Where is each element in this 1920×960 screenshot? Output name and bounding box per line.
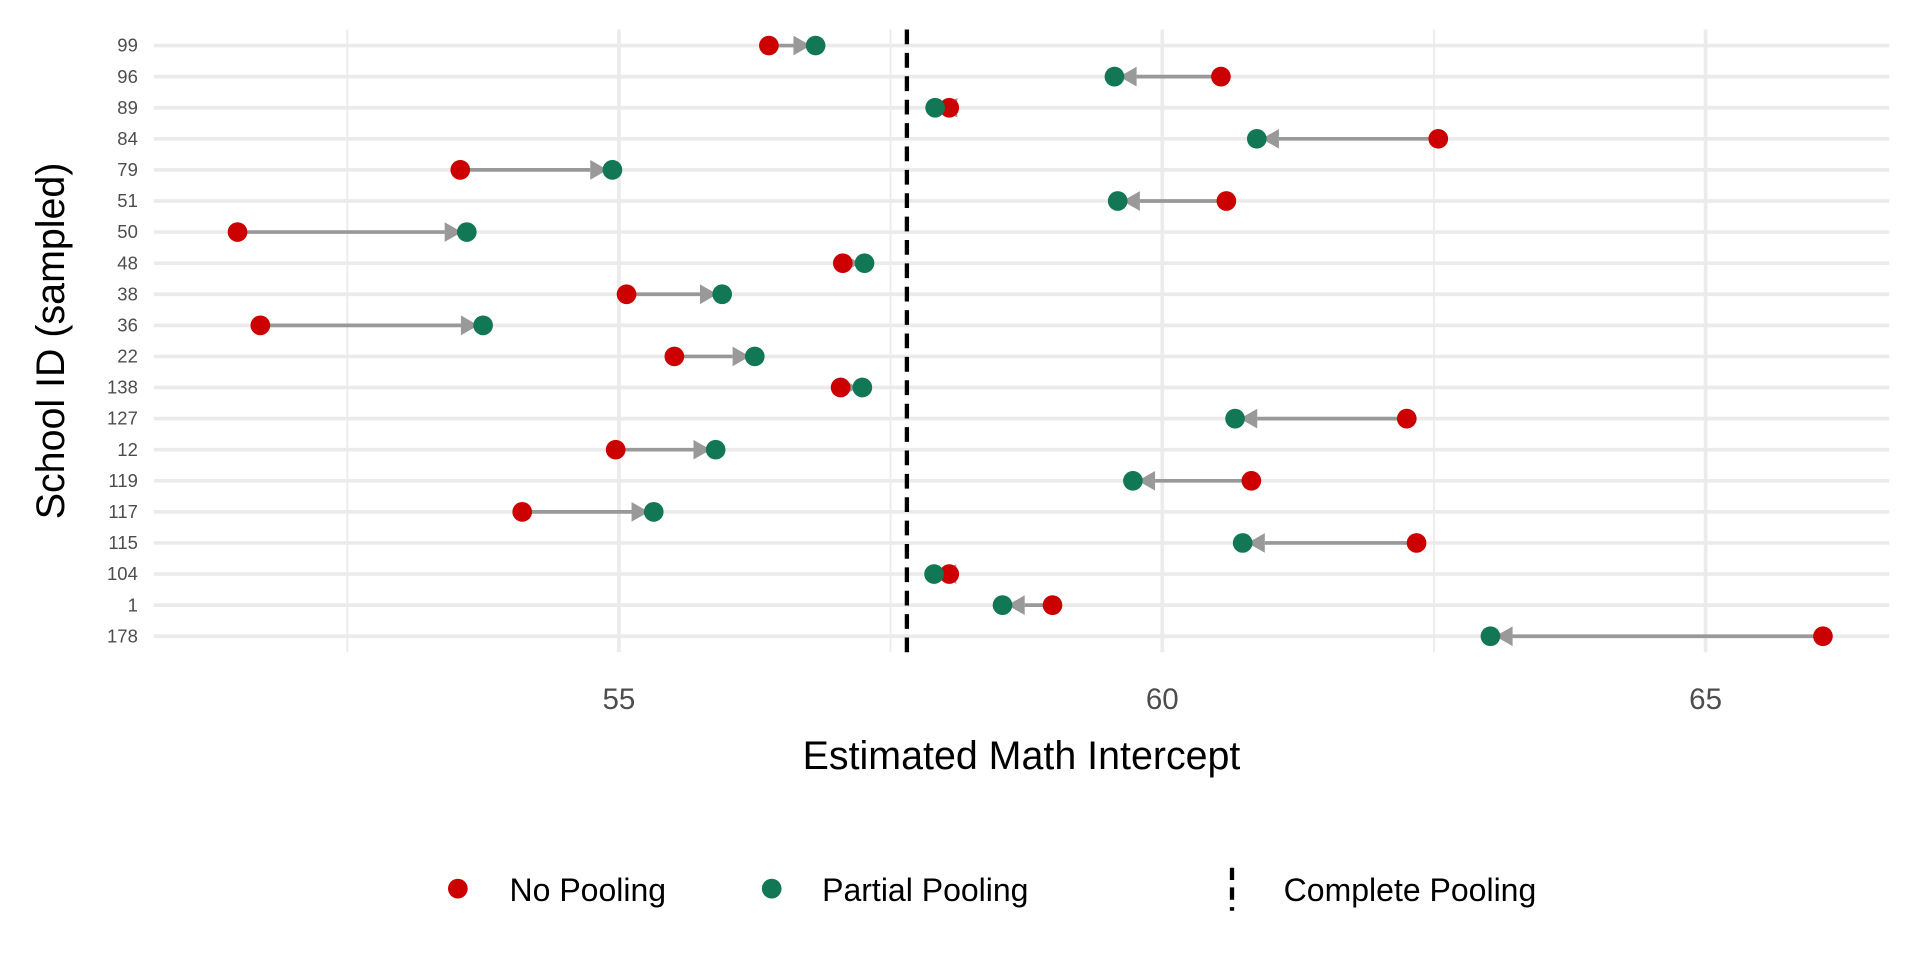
shrinkage-arrow-head (700, 284, 718, 305)
shrinkage-arrow-head (732, 346, 750, 367)
shrinkage-arrow-head (693, 439, 711, 460)
shrinkage-arrows (237, 35, 1823, 647)
partial-pooling-point (1232, 533, 1253, 553)
y-tick-label: 115 (108, 532, 137, 553)
x-tick-label: 65 (1689, 683, 1722, 716)
shrinkage-arrow-head (1239, 408, 1258, 429)
partial-pooling-point (1104, 66, 1125, 87)
y-tick-label: 89 (117, 97, 138, 118)
y-tick-labels: 99 96 89 84 79 51 50 48 38 36 22 138 127 12 119 117 115 1… (107, 35, 138, 647)
y-tick-label: 99 (117, 35, 138, 56)
no-pooling-point (1428, 128, 1449, 149)
no-pooling-point (1241, 470, 1262, 491)
y-tick-label: 12 (117, 439, 138, 460)
no-pooling-point (939, 97, 960, 118)
y-tick-label: 127 (107, 408, 138, 429)
no-pooling-point (1406, 533, 1427, 553)
x-axis-title: Estimated Math Intercept (803, 734, 1241, 778)
y-tick-label: 36 (117, 314, 138, 335)
shrinkage-arrow-head (793, 35, 811, 56)
partial-pooling-point (852, 377, 873, 398)
partial-pooling-point (643, 502, 664, 522)
shrinkage-arrow-head (1122, 191, 1140, 211)
no-pooling-point (939, 564, 960, 584)
no-pooling-point (1216, 191, 1237, 211)
y-tick-label: 1 (128, 594, 138, 615)
y-tick-label: 84 (117, 128, 138, 149)
partial-pooling-point (744, 346, 765, 367)
partial-pooling-point (712, 284, 733, 305)
partial-pooling-point (1480, 626, 1501, 647)
data-points (227, 35, 1833, 647)
y-tick-label: 38 (117, 283, 138, 304)
partial-pooling-point (456, 222, 477, 242)
shrinkage-arrow-head (631, 502, 649, 522)
partial-pooling-point (1246, 128, 1267, 149)
y-tick-label: 117 (108, 501, 137, 522)
no-pooling-point (227, 222, 248, 242)
shrinkage-arrow-head (590, 160, 608, 180)
no-pooling-point (616, 284, 637, 305)
x-tick-labels: 55 60 65 (603, 683, 1722, 716)
no-pooling-point (1211, 66, 1231, 87)
partial-pooling-point (1107, 191, 1128, 211)
shrinkage-arrow-head (1247, 533, 1265, 553)
partial-pooling-point (473, 315, 493, 336)
no-pooling-point (450, 160, 471, 180)
partial-pooling-point (602, 160, 623, 180)
gridlines (153, 29, 1890, 653)
shrinkage-arrow-head (1261, 128, 1279, 149)
y-tick-label: 50 (117, 221, 138, 242)
shrinkage-arrow-head (1119, 66, 1137, 87)
y-tick-label: 138 (107, 377, 138, 398)
y-tick-label: 48 (117, 252, 138, 273)
no-pooling-point (512, 502, 533, 522)
legend-no-pooling-marker (448, 878, 468, 899)
y-tick-label: 96 (117, 66, 138, 87)
x-tick-label: 60 (1146, 683, 1179, 716)
y-tick-label: 104 (107, 563, 138, 584)
partial-pooling-point (925, 97, 945, 118)
legend-partial-pooling-marker (761, 878, 782, 899)
legend-complete-pooling-label: Complete Pooling (1284, 872, 1537, 908)
y-tick-label: 119 (108, 470, 137, 491)
partial-pooling-point (1225, 408, 1245, 429)
partial-pooling-point (805, 35, 826, 56)
shrinkage-arrow-head (1137, 470, 1156, 491)
no-pooling-point (605, 439, 626, 460)
shrinkage-arrow-head (444, 222, 462, 242)
y-tick-label: 22 (117, 346, 138, 367)
no-pooling-point (832, 253, 853, 274)
partial-pooling-point (705, 439, 726, 460)
partial-pooling-point (854, 253, 875, 274)
no-pooling-point (759, 35, 779, 56)
no-pooling-point (830, 377, 851, 398)
legend-no-pooling-label: No Pooling (510, 872, 667, 908)
no-pooling-point (664, 346, 685, 367)
no-pooling-point (250, 315, 271, 336)
y-axis-title: School ID (sampled) (29, 163, 73, 520)
legend-partial-pooling-label: Partial Pooling (822, 872, 1028, 908)
x-tick-label: 55 (603, 683, 636, 716)
y-tick-label: 51 (117, 190, 138, 211)
partial-pooling-point (1123, 470, 1143, 491)
partial-pooling-point (924, 564, 944, 584)
y-tick-label: 178 (107, 625, 138, 646)
shrinkage-arrow-head (1007, 595, 1025, 615)
shrinkage-arrow-head (1495, 626, 1513, 647)
partial-pooling-point (992, 595, 1013, 615)
no-pooling-point (1396, 408, 1417, 429)
no-pooling-point (1813, 626, 1833, 647)
y-tick-label: 79 (117, 159, 138, 180)
no-pooling-point (1042, 595, 1063, 615)
shrinkage-arrow-head (460, 315, 479, 336)
legend: No Pooling Partial Pooling Complete Pool… (448, 867, 1537, 911)
